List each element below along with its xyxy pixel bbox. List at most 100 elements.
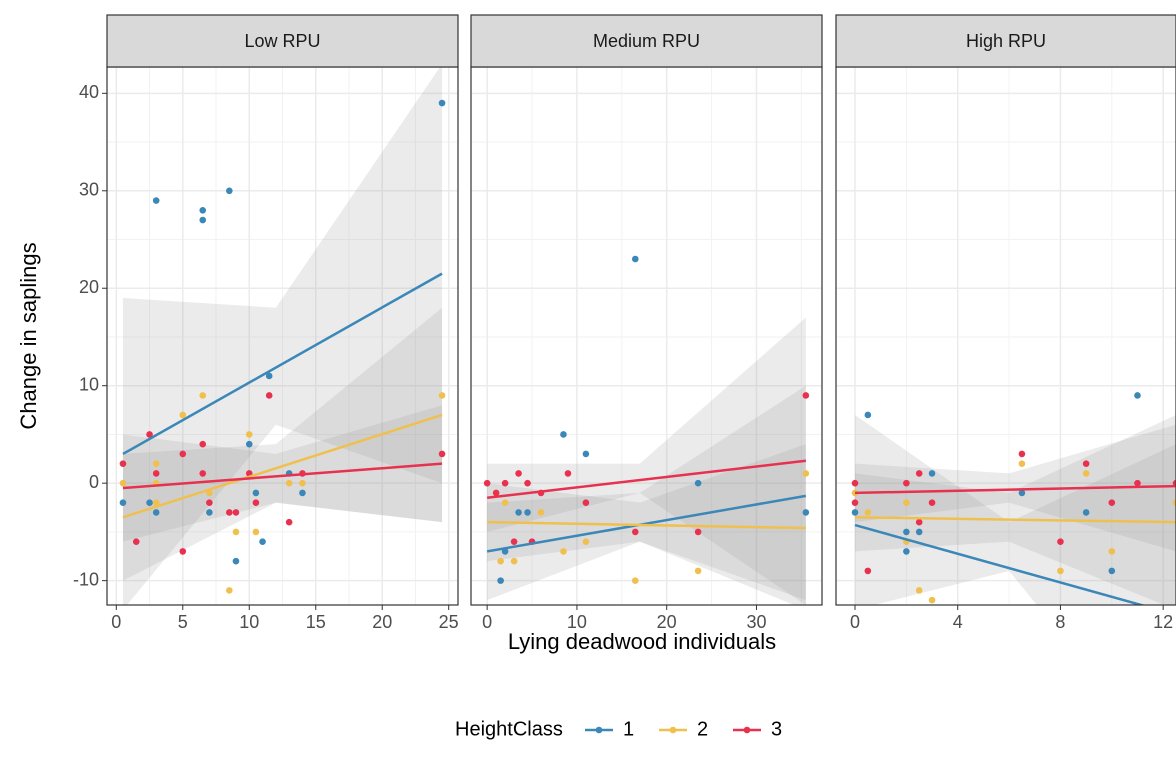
point <box>915 518 923 526</box>
point <box>1172 479 1176 487</box>
fit-line <box>854 516 1176 524</box>
point <box>146 431 153 438</box>
point <box>582 450 590 458</box>
point <box>299 489 306 497</box>
point <box>1108 499 1116 506</box>
confidence-band <box>855 414 1176 605</box>
point <box>179 450 187 458</box>
strip-label: Medium RPU <box>593 31 700 51</box>
point <box>802 509 810 516</box>
point <box>199 440 207 448</box>
x-tick-label: 15 <box>306 612 326 632</box>
point <box>802 470 810 477</box>
strip <box>106 14 459 68</box>
point <box>119 460 127 467</box>
legend-title: HeightClass <box>455 718 563 740</box>
point <box>226 187 233 195</box>
confidence-band <box>122 307 443 581</box>
point <box>515 470 522 477</box>
point <box>864 567 872 575</box>
x-tick-label: 0 <box>111 612 121 632</box>
point <box>438 450 446 458</box>
point <box>851 499 859 506</box>
point <box>226 509 233 516</box>
point <box>265 392 273 399</box>
point <box>265 372 273 380</box>
point <box>1057 567 1064 575</box>
point <box>1108 548 1116 555</box>
y-tick-label: 30 <box>79 180 99 200</box>
point <box>515 509 522 516</box>
point <box>1018 489 1026 497</box>
point <box>903 548 910 555</box>
point <box>1134 479 1141 487</box>
fit-line <box>486 494 807 553</box>
point <box>152 197 160 204</box>
panel-background <box>471 67 822 605</box>
y-tick-label: 20 <box>79 277 99 297</box>
confidence-band <box>487 385 806 601</box>
fit-line <box>854 484 1176 495</box>
y-tick-label: -10 <box>73 569 99 589</box>
point <box>903 499 910 506</box>
point <box>232 509 240 516</box>
point <box>501 499 509 506</box>
point <box>1082 470 1090 477</box>
point <box>438 99 446 107</box>
point <box>510 538 518 545</box>
point <box>582 538 590 545</box>
point <box>501 479 509 487</box>
point <box>802 392 810 399</box>
x-tick-label: 4 <box>953 612 963 632</box>
point <box>524 509 531 516</box>
y-tick-label: 40 <box>79 82 99 102</box>
point <box>928 596 936 604</box>
fit-line <box>487 459 806 500</box>
x-tick-label: 5 <box>178 612 188 632</box>
point <box>1108 567 1116 575</box>
point <box>132 538 140 545</box>
strip-label: High RPU <box>966 31 1046 51</box>
point <box>497 577 504 584</box>
fit-line <box>122 413 443 519</box>
point <box>1082 460 1090 467</box>
panel <box>471 67 822 605</box>
point <box>915 587 923 594</box>
point <box>1018 460 1026 467</box>
point <box>206 499 213 506</box>
point <box>1018 450 1026 458</box>
point <box>285 479 293 487</box>
x-axis-title: Lying deadwood individuals <box>508 629 776 654</box>
point <box>245 431 253 438</box>
point <box>285 518 293 526</box>
point <box>179 548 187 555</box>
x-tick-label: 10 <box>239 612 259 632</box>
x-tick-label: 20 <box>372 612 392 632</box>
point <box>179 411 187 419</box>
point <box>510 557 518 565</box>
point <box>564 470 572 477</box>
point <box>492 489 500 497</box>
strip-label: Low RPU <box>244 31 320 51</box>
fit-line <box>122 272 443 456</box>
point <box>694 528 702 536</box>
point <box>851 509 859 516</box>
strip <box>470 14 823 68</box>
x-tick-label: 25 <box>439 612 459 632</box>
point <box>146 499 153 506</box>
x-tick-label: 0 <box>850 612 860 632</box>
panel <box>836 67 1176 605</box>
confidence-band <box>855 414 1176 605</box>
strip <box>835 14 1176 68</box>
panel <box>107 67 458 605</box>
point <box>694 479 702 487</box>
point <box>582 499 590 506</box>
legend-label: 2 <box>697 718 708 740</box>
point <box>199 206 207 214</box>
point <box>851 479 859 487</box>
x-tick-label: 0 <box>482 612 492 632</box>
point <box>119 499 127 506</box>
point <box>1057 538 1064 545</box>
x-tick-label: 8 <box>1055 612 1065 632</box>
x-tick-label: 30 <box>746 612 766 632</box>
